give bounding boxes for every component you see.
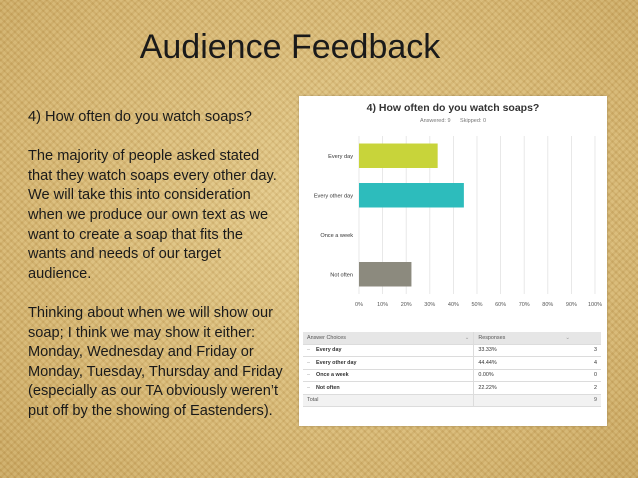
x-tick-label: 90% [566,302,577,308]
category-label: Every other day [314,193,353,199]
bar [359,262,412,287]
response-percent: 0.00% [473,369,574,382]
answer-choice: Every day [316,347,342,354]
x-tick-label: 70% [519,302,530,308]
survey-results-panel: 4) How often do you watch soaps? Answere… [299,96,607,426]
category-label: Once a week [320,233,353,239]
answer-choice: Not often [316,384,340,391]
x-tick-label: 60% [495,302,506,308]
bar [359,183,464,208]
survey-response-summary: Answered: 9 Skipped: 0 [299,118,607,124]
slide-title: Audience Feedback [139,28,441,66]
expand-icon[interactable]: – [307,372,310,379]
x-tick-label: 80% [542,302,553,308]
total-count: 9 [573,394,601,407]
slide-body: 4) How often do you watch soaps? The maj… [28,108,283,441]
table-row: – Every other day 44.44% 4 [303,356,601,370]
response-percent: 44.44% [473,356,574,370]
majority-paragraph: The majority of people asked stated that… [28,148,277,282]
table-row: – Not often 22.22% 2 [303,381,601,395]
table-header-row: Answer Choices ⌄ Responses ⌄ [303,332,601,345]
response-count: 2 [573,381,601,395]
x-tick-label: 30% [424,302,435,308]
response-count: 3 [573,344,601,357]
answer-choice: Every other day [316,359,357,366]
total-label: Total [303,394,474,407]
bar [359,143,438,168]
question-paragraph: 4) How often do you watch soaps? [28,109,252,125]
bar-chart: 0% 10% 20% 30% 40% 50% 60% 70% 80% 90% 100% Every d… [314,136,602,308]
response-count: 4 [573,356,601,370]
table-total-row: Total 9 [303,394,601,407]
response-percent: 22.22% [473,381,574,395]
answered-count: Answered: 9 [419,118,451,124]
header-responses: Responses ⌄ [473,332,574,345]
sort-chevron-icon[interactable]: ⌄ [565,334,570,341]
category-label: Not often [330,272,353,278]
sort-chevron-icon[interactable]: ⌄ [464,334,470,341]
answer-choice: Once a week [316,372,349,379]
table-row: – Once a week 0.00% 0 [303,369,601,382]
table-row: – Every day 33.33% 3 [303,344,601,357]
response-count: 0 [573,369,601,382]
x-tick-label: 40% [448,302,459,308]
expand-icon[interactable]: – [307,359,310,366]
x-tick-label: 50% [471,302,482,308]
header-count [573,332,601,345]
x-tick-label: 0% [355,302,363,308]
expand-icon[interactable]: – [307,384,310,391]
survey-question-title: 4) How often do you watch soaps? [366,102,540,114]
x-tick-label: 10% [377,302,388,308]
category-label: Every day [328,154,353,160]
schedule-paragraph: Thinking about when we will show our soa… [28,304,283,419]
skipped-count: Skipped: 0 [460,118,487,124]
expand-icon[interactable]: – [307,347,310,354]
x-tick-label: 100% [588,302,602,308]
response-percent: 33.33% [473,344,574,357]
answer-table: Answer Choices ⌄ Responses ⌄ – Every day 33… [303,332,601,407]
x-tick-label: 20% [401,302,412,308]
header-answer-choices: Answer Choices ⌄ [303,332,474,345]
